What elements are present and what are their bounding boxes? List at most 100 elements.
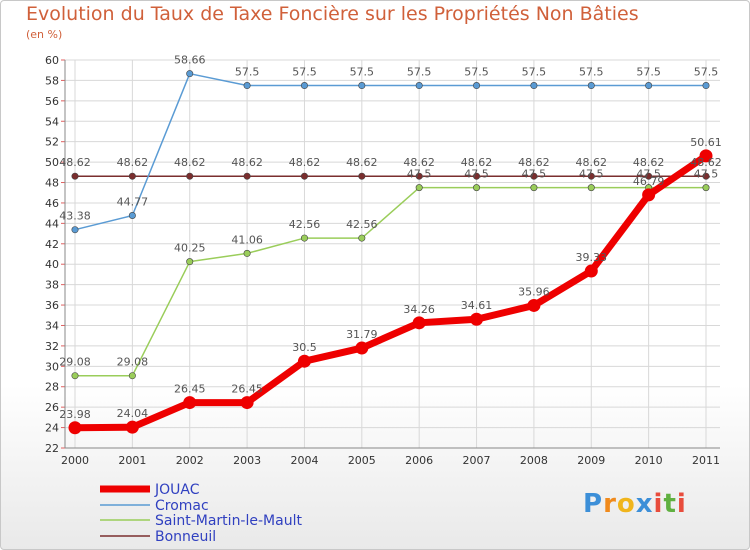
data-label: 48.62 <box>117 156 149 169</box>
data-point <box>587 184 595 192</box>
y-tick-label: 52 <box>45 136 59 149</box>
data-point <box>415 172 423 180</box>
data-point <box>243 249 251 257</box>
y-tick-label: 40 <box>45 258 59 271</box>
data-label: 47.5 <box>579 168 604 181</box>
data-label: 48.62 <box>174 156 206 169</box>
data-label: 24.04 <box>117 407 149 420</box>
series-lines <box>68 70 713 435</box>
data-label: 48.62 <box>690 156 722 169</box>
data-label: 48.62 <box>289 156 321 169</box>
data-point <box>584 264 598 278</box>
y-tick-label: 42 <box>45 238 59 251</box>
data-label: 57.5 <box>407 66 432 79</box>
data-label: 47.5 <box>407 168 432 181</box>
data-point <box>415 184 423 192</box>
data-label: 41.06 <box>231 233 263 246</box>
data-label: 34.61 <box>461 299 493 312</box>
data-point <box>645 172 653 180</box>
data-label: 42.56 <box>289 218 321 231</box>
y-tick-label: 60 <box>45 54 59 67</box>
grid <box>65 59 720 449</box>
x-tick-label: 2001 <box>118 454 146 467</box>
data-point <box>470 312 484 326</box>
data-point <box>186 70 194 78</box>
x-tick-label: 2011 <box>692 454 720 467</box>
y-tick-label: 50 <box>45 156 59 169</box>
x-tick-label: 2005 <box>348 454 376 467</box>
data-point <box>128 212 136 220</box>
data-point <box>702 184 710 192</box>
data-label: 48.62 <box>231 156 263 169</box>
data-label: 47.5 <box>464 168 489 181</box>
data-point <box>186 172 194 180</box>
axes: 22 24 26 28 30 32 34 36 38 40 42 44 46 48 50 52 54 56 58 60… <box>45 54 720 467</box>
proxiti-logo: Proxiti <box>583 489 687 519</box>
x-tick-label: 2004 <box>290 454 318 467</box>
data-label: 31.79 <box>346 328 378 341</box>
data-point <box>358 82 366 90</box>
y-tick-label: 36 <box>45 299 59 312</box>
data-point <box>645 82 653 90</box>
data-label: 48.62 <box>518 156 550 169</box>
data-label: 48.62 <box>59 156 91 169</box>
y-tick-label: 48 <box>45 177 59 190</box>
data-point <box>473 184 481 192</box>
data-label: 26.45 <box>174 383 206 396</box>
data-label: 57.5 <box>350 66 375 79</box>
y-tick-label: 44 <box>45 217 59 230</box>
data-label: 46.79 <box>633 175 665 188</box>
legend-label: JOUAC <box>154 482 200 498</box>
series-line-saint-martin-le-mault <box>74 186 707 377</box>
y-tick-label: 32 <box>45 340 59 353</box>
y-tick-label: 24 <box>45 422 59 435</box>
x-tick-label: 2003 <box>233 454 261 467</box>
data-label: 57.5 <box>235 66 260 79</box>
data-point <box>71 372 79 380</box>
data-label: 30.5 <box>292 341 317 354</box>
data-label: 48.62 <box>346 156 378 169</box>
data-point <box>415 82 423 90</box>
data-point <box>587 172 595 180</box>
data-label: 57.5 <box>579 66 604 79</box>
x-tick-label: 2002 <box>176 454 204 467</box>
y-tick-label: 28 <box>45 381 59 394</box>
data-label: 47.5 <box>522 168 547 181</box>
data-label: 29.08 <box>59 356 91 369</box>
x-tick-label: 2010 <box>635 454 663 467</box>
logo-letter: i <box>653 489 664 519</box>
data-label: 57.5 <box>694 66 719 79</box>
data-point <box>702 82 710 90</box>
data-label: 43.38 <box>59 210 91 223</box>
y-tick-label: 30 <box>45 360 59 373</box>
y-tick-label: 54 <box>45 115 59 128</box>
data-label: 35.96 <box>518 285 550 298</box>
data-label: 39.33 <box>576 251 608 264</box>
data-point <box>473 82 481 90</box>
data-labels: 48.62 48.62 48.62 48.62 48.62 48.62 48.62 48.62… <box>59 54 722 421</box>
data-point <box>71 172 79 180</box>
data-point <box>300 172 308 180</box>
data-label: 29.08 <box>117 356 149 369</box>
data-point <box>699 149 713 163</box>
data-label: 48.62 <box>576 156 608 169</box>
data-point <box>587 82 595 90</box>
data-point <box>702 172 710 180</box>
data-point <box>530 184 538 192</box>
y-tick-label: 34 <box>45 319 59 332</box>
data-label: 47.5 <box>636 168 661 181</box>
data-label: 50.61 <box>690 136 722 149</box>
data-label: 48.62 <box>403 156 435 169</box>
data-point <box>71 226 79 234</box>
data-label: 57.5 <box>292 66 317 79</box>
logo-letter: x <box>635 489 654 519</box>
data-point <box>300 234 308 242</box>
data-point <box>186 258 194 266</box>
data-point <box>68 421 82 435</box>
data-label: 40.25 <box>174 242 206 255</box>
x-tick-label: 2008 <box>520 454 548 467</box>
x-tick-label: 2009 <box>577 454 605 467</box>
data-point <box>530 172 538 180</box>
